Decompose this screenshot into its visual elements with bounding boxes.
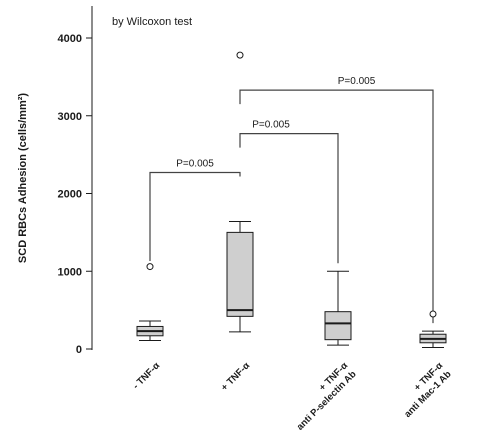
y-axis-title: SCD RBCs Adhesion (cells/mm²) (17, 93, 29, 263)
test-annotation: by Wilcoxon test (112, 16, 192, 28)
y-tick-label: 4000 (58, 33, 82, 45)
x-category-label-line: + TNF-α (219, 360, 252, 393)
box-series (136, 51, 447, 348)
box-iqr (226, 231, 254, 317)
significance-bracket (149, 171, 241, 262)
y-tick-label: 0 (76, 344, 82, 356)
y-axis-ticks: 0 1000 2000 3000 4000 (58, 33, 92, 356)
significance-bracket (239, 133, 339, 264)
y-tick-label: 1000 (58, 266, 82, 278)
x-category-label: + TNF-α (219, 360, 252, 393)
box-outlier-point (146, 263, 154, 271)
p-value-label: P=0.005 (252, 120, 290, 131)
p-value-label: P=0.005 (338, 76, 376, 87)
y-tick-label: 3000 (58, 111, 82, 123)
x-category-label-line: - TNF-α (131, 360, 162, 391)
p-value-label: P=0.005 (176, 159, 214, 170)
box-outlier-point (429, 310, 437, 318)
box-outlier-point (236, 51, 244, 59)
significance-brackets: P=0.005 P=0.005 P=0.005 (149, 76, 434, 324)
significance-bracket (239, 89, 434, 324)
box-iqr (324, 311, 352, 341)
y-tick-label: 2000 (58, 189, 82, 201)
x-category-label: - TNF-α (131, 360, 162, 391)
